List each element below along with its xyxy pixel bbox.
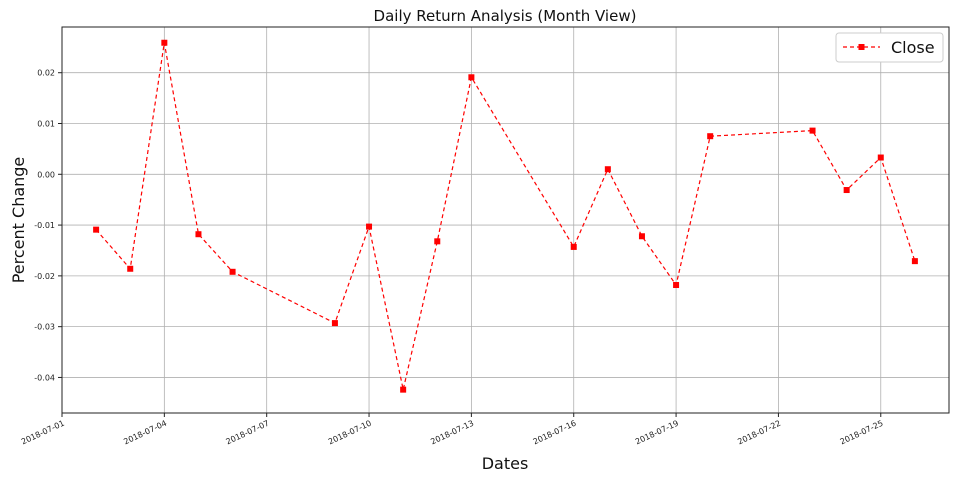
legend-box	[835, 32, 944, 63]
data-point	[161, 39, 168, 46]
y-tick-label: 0.01	[37, 120, 55, 129]
data-point	[604, 166, 611, 173]
legend-label-close: Close	[891, 38, 935, 57]
data-point	[911, 258, 918, 265]
y-tick-label: 0.00	[37, 170, 55, 179]
data-point	[195, 231, 202, 238]
data-point	[877, 154, 884, 161]
series-close	[93, 39, 918, 393]
data-point	[366, 223, 373, 230]
data-point	[400, 386, 407, 393]
data-point	[468, 74, 475, 81]
y-tick-label: -0.04	[34, 373, 55, 382]
data-point	[331, 320, 338, 327]
data-point	[434, 238, 441, 245]
y-axis-label: Percent Change	[9, 157, 28, 284]
grid-lines	[61, 27, 949, 413]
data-point	[809, 127, 816, 134]
data-point	[843, 187, 850, 194]
x-axis-label: Dates	[482, 454, 529, 473]
data-point	[570, 243, 577, 250]
data-point	[93, 226, 100, 233]
y-tick-label: 0.02	[37, 69, 55, 78]
y-tick-label: -0.01	[34, 221, 55, 230]
data-point	[638, 233, 645, 240]
data-point	[707, 133, 714, 140]
y-tick-label: -0.02	[34, 272, 55, 281]
y-axis: 0.02 0.01 0.00 -0.01 -0.02 -0.03 -0.04	[34, 69, 62, 382]
data-point	[229, 268, 236, 275]
legend-marker-swatch	[858, 44, 865, 50]
y-tick-label: -0.03	[34, 323, 55, 332]
data-point	[673, 282, 680, 289]
data-point	[127, 265, 134, 272]
legend: Close	[835, 32, 944, 63]
chart-title: Daily Return Analysis (Month View)	[374, 7, 637, 25]
plot-area-frame	[61, 26, 950, 414]
